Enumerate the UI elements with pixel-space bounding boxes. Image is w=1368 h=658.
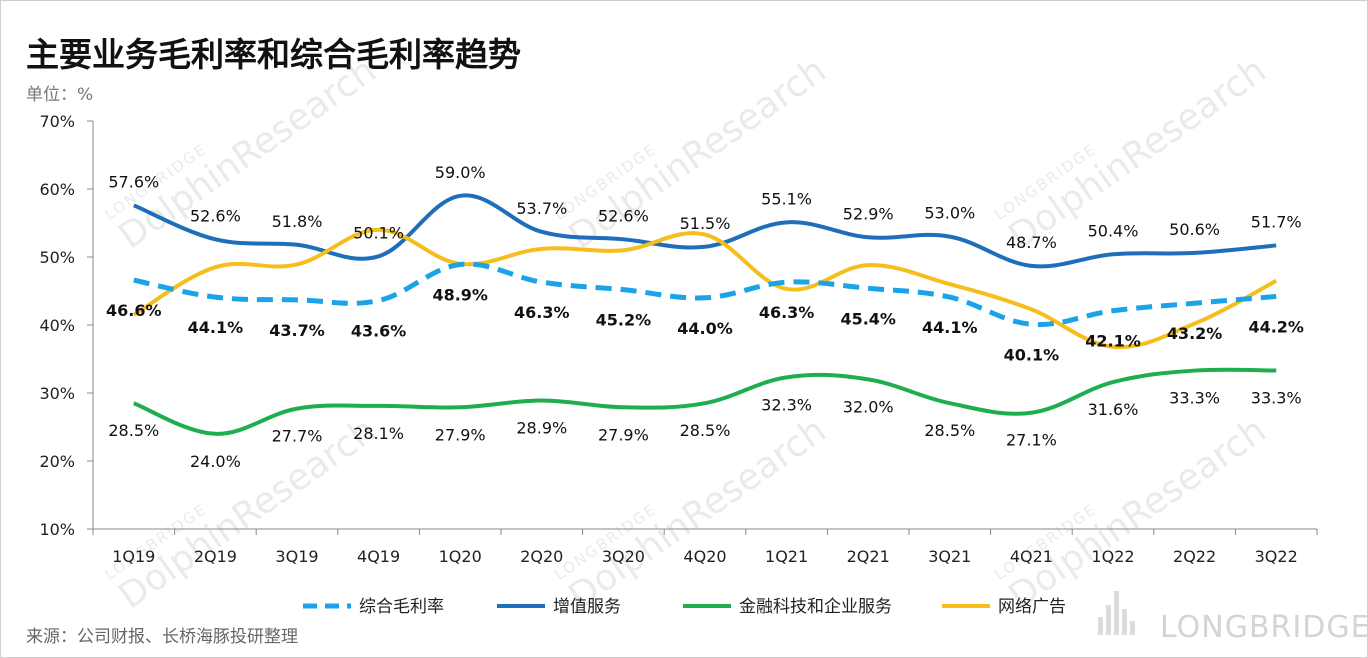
unit-label: 单位：%	[26, 85, 94, 105]
data-label: 52.6%	[190, 206, 241, 225]
legend-label: 金融科技和企业服务	[739, 597, 892, 617]
data-label: 45.4%	[840, 309, 896, 328]
data-label: 53.7%	[516, 199, 567, 218]
data-label: 48.9%	[432, 285, 488, 304]
data-label: 57.6%	[108, 172, 159, 191]
data-label: 24.0%	[190, 452, 241, 471]
y-tick-label: 70%	[39, 112, 75, 131]
data-label: 50.1%	[353, 223, 404, 242]
y-tick-label: 40%	[39, 316, 75, 335]
data-label: 31.6%	[1088, 400, 1139, 419]
x-tick-label: 3Q19	[275, 547, 318, 566]
watermark-text: DolphinResearch	[112, 410, 384, 618]
data-label: 33.3%	[1169, 389, 1220, 408]
data-label: 43.2%	[1167, 324, 1223, 343]
data-label: 32.3%	[761, 395, 812, 414]
data-label: 44.1%	[188, 318, 244, 337]
data-label: 27.9%	[435, 425, 486, 444]
series-line	[133, 193, 1277, 269]
y-tick-label: 60%	[39, 180, 75, 199]
data-label: 46.3%	[759, 303, 815, 322]
data-label: 45.2%	[596, 311, 652, 330]
x-tick-label: 2Q20	[520, 547, 563, 566]
data-label: 28.9%	[516, 418, 567, 437]
data-label: 27.7%	[272, 427, 323, 446]
data-label: 52.9%	[843, 204, 894, 223]
data-label: 32.0%	[843, 397, 894, 416]
series-layer	[132, 193, 1278, 436]
y-tick-label: 10%	[39, 520, 75, 539]
x-tick-label: 3Q21	[928, 547, 971, 566]
x-tick-label: 3Q22	[1255, 547, 1298, 566]
data-label: 48.7%	[1006, 233, 1057, 252]
data-label: 27.9%	[598, 425, 649, 444]
data-label: 43.6%	[351, 322, 407, 341]
data-label: 42.1%	[1085, 332, 1141, 351]
x-tick-label: 1Q22	[1091, 547, 1134, 566]
data-label: 52.6%	[598, 206, 649, 225]
x-tick-label: 1Q21	[765, 547, 808, 566]
x-tick-label: 4Q20	[683, 547, 726, 566]
data-label: 44.0%	[677, 319, 733, 338]
x-tick-label: 1Q20	[439, 547, 482, 566]
legend-label: 增值服务	[553, 597, 621, 617]
source-note: 来源：公司财报、长桥海豚投研整理	[26, 627, 298, 647]
data-label: 44.2%	[1248, 317, 1304, 336]
data-label: 50.6%	[1169, 220, 1220, 239]
series-line	[133, 261, 1277, 328]
data-label: 46.6%	[106, 301, 162, 320]
y-tick-label: 50%	[39, 248, 75, 267]
brand-logo-icon	[1098, 585, 1142, 635]
data-label: 28.5%	[924, 421, 975, 440]
watermark-text: DolphinResearch	[112, 50, 384, 258]
data-label: 28.1%	[353, 424, 404, 443]
data-label: 46.3%	[514, 303, 570, 322]
series-line	[132, 227, 1278, 350]
data-label: 51.7%	[1251, 212, 1302, 231]
data-label: 28.5%	[108, 421, 159, 440]
data-label: 53.0%	[924, 204, 975, 223]
data-label: 51.5%	[680, 214, 731, 233]
chart-title: 主要业务毛利率和综合毛利率趋势	[26, 35, 521, 74]
series-line	[133, 367, 1277, 436]
y-tick-label: 20%	[39, 452, 75, 471]
legend: 综合毛利率 增值服务 金融科技和企业服务 网络广告	[303, 597, 1066, 617]
x-tick-label: 2Q22	[1173, 547, 1216, 566]
brand-name: LONGBRIDGE	[1160, 610, 1368, 645]
data-label: 59.0%	[435, 163, 486, 182]
data-label: 44.1%	[922, 318, 978, 337]
x-tick-label: 4Q19	[357, 547, 400, 566]
data-label: 40.1%	[1004, 345, 1060, 364]
data-label: 43.7%	[269, 321, 325, 340]
x-tick-label: 1Q19	[112, 547, 155, 566]
x-tick-label: 2Q21	[847, 547, 890, 566]
data-label: 28.5%	[680, 421, 731, 440]
legend-label: 综合毛利率	[359, 597, 444, 617]
data-label: 33.3%	[1251, 389, 1302, 408]
legend-label: 网络广告	[998, 597, 1066, 617]
data-label: 50.4%	[1088, 221, 1139, 240]
x-tick-label: 4Q21	[1010, 547, 1053, 566]
data-label-layer: 46.6% 44.1% 43.7% 43.6% 48.9% 46.3% 45.2% 44.0%…	[106, 163, 1304, 471]
data-label: 55.1%	[761, 189, 812, 208]
x-tick-label: 2Q19	[194, 547, 237, 566]
data-label: 27.1%	[1006, 431, 1057, 450]
axis-layer: 10% 20% 30% 40% 50% 60% 70% 1Q19 2Q19 3Q19 4Q19 1Q2…	[39, 112, 1318, 566]
x-tick-label: 3Q20	[602, 547, 645, 566]
y-tick-label: 30%	[39, 384, 75, 403]
data-label: 51.8%	[272, 212, 323, 231]
